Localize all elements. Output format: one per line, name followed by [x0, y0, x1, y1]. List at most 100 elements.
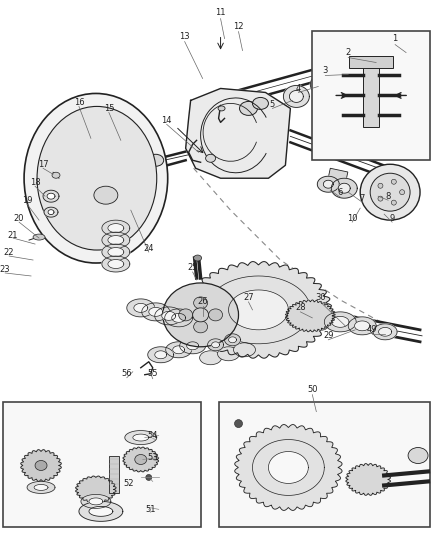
Ellipse shape: [33, 234, 45, 240]
Text: 49: 49: [367, 325, 378, 334]
Text: 2: 2: [346, 48, 351, 57]
Text: 19: 19: [22, 196, 32, 205]
Ellipse shape: [208, 309, 223, 321]
Ellipse shape: [194, 255, 201, 261]
Ellipse shape: [194, 297, 208, 309]
Ellipse shape: [396, 44, 412, 58]
Polygon shape: [229, 290, 288, 330]
Polygon shape: [283, 85, 309, 108]
Ellipse shape: [135, 455, 147, 464]
Polygon shape: [378, 327, 392, 336]
Ellipse shape: [370, 173, 410, 211]
Ellipse shape: [140, 157, 152, 167]
Polygon shape: [186, 88, 290, 178]
Text: 8: 8: [385, 192, 391, 201]
Polygon shape: [108, 260, 124, 269]
Polygon shape: [324, 312, 356, 332]
Polygon shape: [89, 498, 103, 505]
Ellipse shape: [378, 196, 383, 201]
Polygon shape: [48, 209, 54, 215]
Text: 17: 17: [38, 160, 48, 169]
Bar: [3, 402, 201, 527]
Text: 5: 5: [270, 100, 275, 109]
Text: 24: 24: [144, 244, 154, 253]
Polygon shape: [79, 502, 123, 521]
Polygon shape: [368, 52, 388, 69]
Ellipse shape: [234, 419, 243, 427]
Text: 54: 54: [148, 431, 158, 440]
Polygon shape: [44, 207, 58, 217]
Ellipse shape: [179, 309, 193, 321]
Polygon shape: [89, 506, 113, 516]
Text: 9: 9: [389, 214, 395, 223]
Bar: [328, 168, 348, 182]
Polygon shape: [34, 484, 48, 490]
Polygon shape: [133, 434, 149, 441]
Ellipse shape: [391, 200, 396, 205]
Ellipse shape: [52, 172, 60, 178]
Polygon shape: [47, 193, 55, 199]
Ellipse shape: [252, 98, 268, 109]
Polygon shape: [336, 59, 368, 86]
Polygon shape: [102, 256, 130, 272]
Polygon shape: [332, 317, 349, 327]
Polygon shape: [108, 224, 124, 232]
Text: 20: 20: [14, 214, 25, 223]
Polygon shape: [108, 236, 124, 245]
Ellipse shape: [240, 101, 258, 115]
Polygon shape: [123, 447, 159, 472]
Ellipse shape: [129, 158, 143, 170]
Polygon shape: [348, 317, 376, 335]
Polygon shape: [316, 79, 328, 90]
Polygon shape: [155, 351, 167, 359]
Polygon shape: [268, 451, 308, 483]
Polygon shape: [317, 176, 339, 192]
Ellipse shape: [37, 107, 157, 250]
Text: 12: 12: [233, 22, 244, 31]
Polygon shape: [166, 342, 192, 358]
Polygon shape: [208, 339, 223, 351]
Ellipse shape: [146, 474, 152, 480]
Ellipse shape: [194, 321, 208, 333]
Polygon shape: [162, 311, 176, 320]
Bar: [312, 30, 430, 160]
Polygon shape: [165, 309, 193, 327]
Polygon shape: [102, 232, 130, 248]
Polygon shape: [149, 308, 162, 317]
Polygon shape: [354, 321, 370, 331]
Text: 13: 13: [179, 32, 190, 41]
Text: 15: 15: [104, 104, 114, 113]
Ellipse shape: [218, 106, 225, 111]
Ellipse shape: [205, 154, 215, 162]
Bar: [363, 63, 379, 127]
Polygon shape: [323, 180, 333, 188]
Polygon shape: [187, 342, 198, 350]
Polygon shape: [127, 299, 155, 317]
Ellipse shape: [218, 347, 240, 361]
Ellipse shape: [233, 343, 255, 357]
Ellipse shape: [24, 93, 168, 263]
Polygon shape: [148, 347, 174, 363]
Text: 30: 30: [315, 294, 325, 302]
Ellipse shape: [200, 351, 222, 365]
Bar: [109, 456, 119, 494]
Polygon shape: [81, 495, 111, 508]
Polygon shape: [142, 303, 170, 321]
Polygon shape: [373, 324, 397, 340]
Polygon shape: [331, 178, 357, 198]
Polygon shape: [173, 346, 185, 354]
Text: 55: 55: [148, 369, 158, 378]
Polygon shape: [185, 262, 332, 358]
Polygon shape: [134, 303, 148, 312]
Ellipse shape: [94, 186, 118, 204]
Polygon shape: [338, 183, 350, 193]
Polygon shape: [102, 220, 130, 236]
Text: 7: 7: [360, 193, 365, 203]
Polygon shape: [358, 43, 398, 78]
Polygon shape: [43, 190, 59, 202]
Text: 25: 25: [187, 263, 198, 272]
Polygon shape: [286, 300, 335, 332]
Text: 11: 11: [215, 8, 226, 17]
Text: 51: 51: [145, 505, 156, 514]
Text: 56: 56: [121, 369, 132, 378]
